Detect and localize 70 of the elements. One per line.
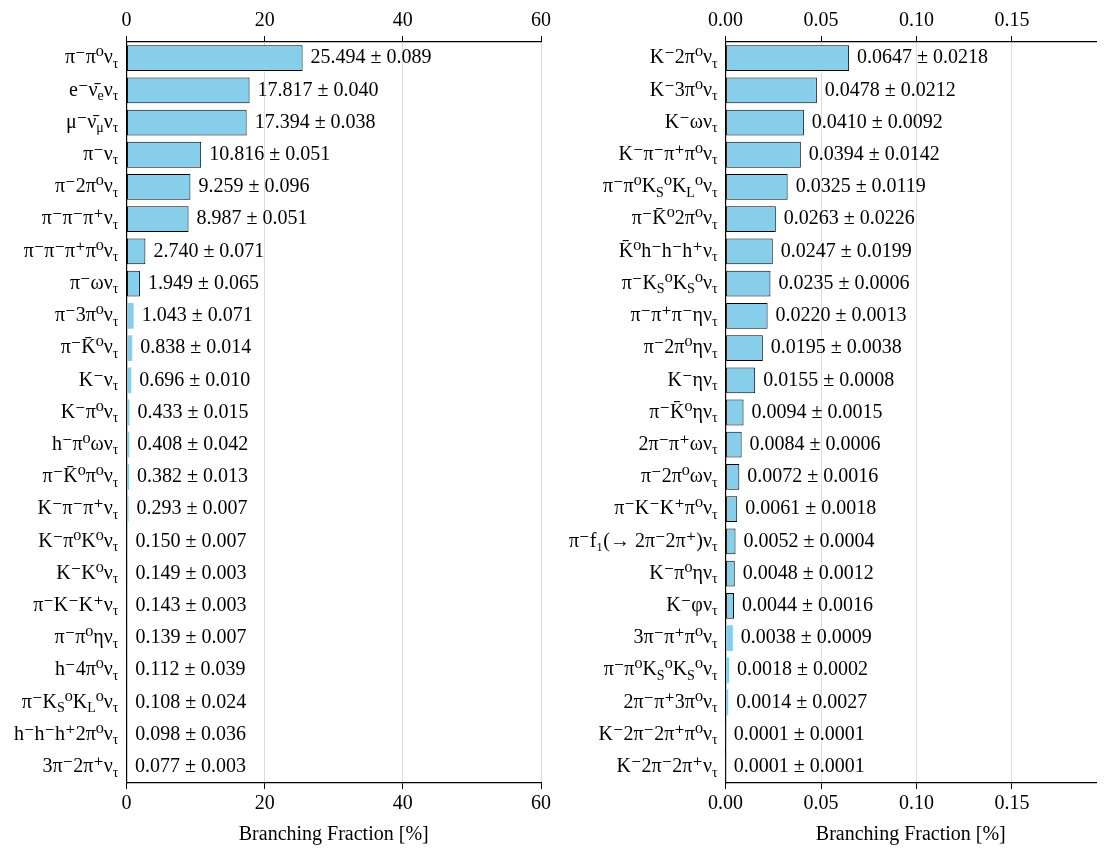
- data-label: 0.0478 ± 0.0212: [824, 77, 956, 100]
- data-label: 8.987 ± 0.051: [196, 206, 308, 229]
- x-tick-label: 0.05: [803, 791, 839, 814]
- bar: [126, 464, 130, 490]
- data-label: 2.740 ± 0.071: [153, 238, 265, 261]
- data-label: 0.0247 ± 0.0199: [780, 238, 912, 261]
- x-tick-label: 20: [254, 791, 275, 814]
- x-axis-title: Branching Fraction [%]: [815, 822, 1006, 846]
- data-label: 0.0394 ± 0.0142: [808, 142, 940, 165]
- data-label: 0.0048 ± 0.0012: [742, 560, 874, 583]
- data-label: 0.077 ± 0.003: [134, 754, 246, 777]
- x2-tick-label: 20: [254, 8, 275, 31]
- data-label: 0.0263 ± 0.0226: [783, 206, 915, 229]
- data-label: 0.112 ± 0.039: [135, 657, 246, 680]
- x-tick-label: 60: [531, 791, 551, 814]
- data-label: 0.0001 ± 0.0001: [733, 721, 865, 744]
- data-label: 1.043 ± 0.071: [141, 303, 253, 326]
- bar: [126, 335, 133, 361]
- data-label: 0.150 ± 0.007: [135, 528, 247, 551]
- bar: [726, 657, 730, 684]
- data-label: 0.149 ± 0.003: [135, 560, 247, 583]
- x-tick-label: 0.00: [708, 791, 744, 814]
- bar: [126, 367, 132, 394]
- data-label: 0.696 ± 0.010: [139, 367, 251, 390]
- data-label: 0.143 ± 0.003: [135, 593, 247, 616]
- bar: [726, 625, 733, 651]
- data-label: 0.0038 ± 0.0009: [740, 625, 872, 648]
- x-axis-title: Branching Fraction [%]: [238, 822, 429, 846]
- x2-tick-label: 0.10: [899, 8, 935, 31]
- data-label: 0.0410 ± 0.0092: [811, 109, 943, 132]
- data-label: 0.0072 ± 0.0016: [747, 464, 879, 487]
- data-label: 17.394 ± 0.038: [254, 109, 376, 132]
- data-label: 0.0235 ± 0.0006: [778, 270, 910, 293]
- data-label: 9.259 ± 0.096: [198, 174, 310, 197]
- data-label: 10.816 ± 0.051: [209, 142, 331, 165]
- data-label: 0.108 ± 0.024: [135, 689, 247, 712]
- data-label: 0.0220 ± 0.0013: [775, 303, 907, 326]
- data-label: 0.0094 ± 0.0015: [751, 399, 883, 422]
- data-label: 0.382 ± 0.013: [137, 464, 249, 487]
- x2-tick-label: 0: [121, 8, 132, 31]
- x2-tick-label: 60: [531, 8, 551, 31]
- data-label: 0.0044 ± 0.0016: [741, 593, 873, 616]
- data-label: 17.817 ± 0.040: [257, 77, 379, 100]
- x2-tick-label: 40: [392, 8, 413, 31]
- data-label: 0.293 ± 0.007: [136, 496, 248, 519]
- x2-tick-label: 0.05: [803, 8, 839, 31]
- data-label: 0.0084 ± 0.0006: [749, 431, 881, 454]
- data-label: 0.433 ± 0.015: [137, 399, 249, 422]
- data-label: 0.0014 ± 0.0027: [736, 689, 868, 712]
- data-label: 0.0647 ± 0.0218: [857, 45, 989, 68]
- data-label: 0.0195 ± 0.0038: [770, 335, 902, 358]
- data-label: 0.838 ± 0.014: [140, 335, 252, 358]
- data-label: 0.408 ± 0.042: [137, 431, 249, 454]
- data-label: 0.0018 ± 0.0002: [737, 657, 869, 680]
- data-label: 0.0325 ± 0.0119: [795, 174, 926, 197]
- data-label: 0.0155 ± 0.0008: [763, 367, 895, 390]
- data-label: 0.0052 ± 0.0004: [743, 528, 875, 551]
- x-tick-label: 0.15: [994, 791, 1030, 814]
- x-tick-label: 0.10: [899, 791, 935, 814]
- bar: [126, 302, 134, 329]
- data-label: 0.0001 ± 0.0001: [733, 754, 865, 777]
- data-label: 25.494 ± 0.089: [310, 45, 432, 68]
- x-tick-label: 40: [392, 791, 413, 814]
- x-tick-label: 0: [121, 791, 132, 814]
- data-label: 0.0061 ± 0.0018: [745, 496, 877, 519]
- x2-tick-label: 0.00: [708, 8, 744, 31]
- x2-tick-label: 0.15: [994, 8, 1030, 31]
- data-label: 0.098 ± 0.036: [135, 721, 247, 744]
- data-label: 1.949 ± 0.065: [147, 270, 259, 293]
- data-label: 0.139 ± 0.007: [135, 625, 247, 648]
